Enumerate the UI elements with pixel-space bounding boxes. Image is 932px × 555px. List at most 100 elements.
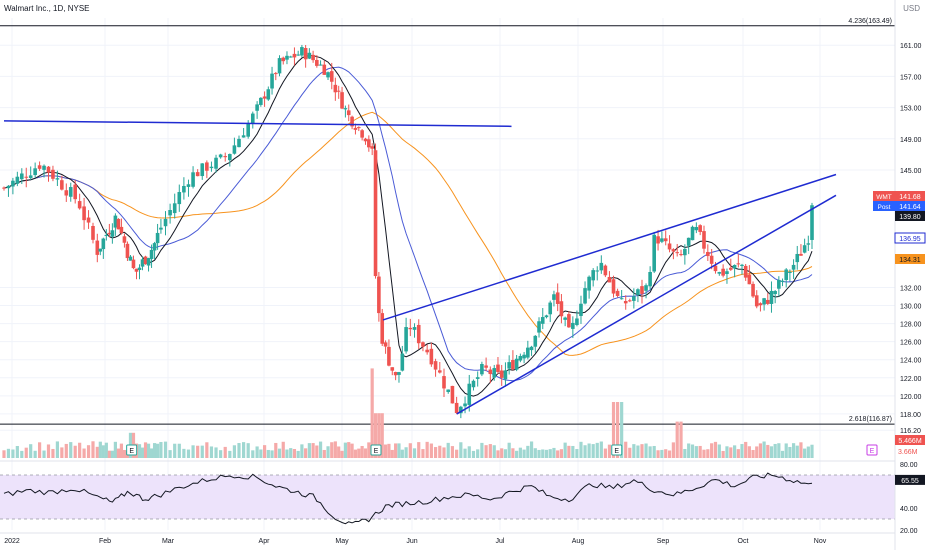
volume-bar bbox=[340, 450, 344, 458]
last-price-badge: WMT 141.68 bbox=[873, 191, 925, 201]
candle-body bbox=[336, 90, 341, 92]
volume-bar bbox=[795, 445, 799, 458]
candle-body bbox=[507, 362, 511, 369]
candle-body bbox=[571, 322, 575, 329]
volume-bar bbox=[6, 448, 11, 458]
volume-bar bbox=[404, 447, 408, 458]
volume-bar bbox=[563, 442, 567, 458]
candle-body bbox=[416, 324, 421, 344]
volume-bar bbox=[205, 442, 209, 458]
candle-body bbox=[168, 210, 172, 216]
candle-body bbox=[113, 215, 118, 228]
volume-bar bbox=[363, 448, 368, 458]
candle-body bbox=[425, 349, 429, 353]
candle-body bbox=[736, 263, 741, 265]
volume-bar bbox=[503, 449, 508, 458]
candle-body bbox=[42, 165, 46, 170]
candle-body bbox=[311, 54, 315, 61]
volume-bar bbox=[333, 441, 337, 458]
volume-bar bbox=[29, 444, 33, 458]
candle-body bbox=[393, 371, 398, 376]
candle-body bbox=[246, 123, 250, 137]
candle-body bbox=[353, 127, 358, 130]
candle-body bbox=[397, 372, 401, 375]
volume-bar bbox=[611, 402, 616, 458]
volume-bar bbox=[259, 449, 263, 458]
trend-line-wedge-upper bbox=[382, 173, 837, 321]
candle-body bbox=[116, 218, 121, 230]
volume-badge-value: 5.466M bbox=[898, 438, 922, 445]
volume-bar bbox=[255, 446, 259, 458]
candle-body bbox=[780, 280, 785, 282]
candle-body bbox=[343, 108, 348, 110]
candle-body bbox=[387, 346, 391, 366]
price-tick-label: 149.00 bbox=[900, 137, 922, 144]
candle-body bbox=[91, 225, 95, 240]
volume-bar bbox=[400, 449, 404, 458]
volume-bar bbox=[232, 445, 237, 458]
volume-bar bbox=[330, 442, 334, 458]
candle-body bbox=[307, 52, 312, 59]
candle-body bbox=[255, 104, 259, 111]
candle-body bbox=[266, 89, 271, 100]
volume-bar bbox=[228, 450, 232, 458]
volume-bar bbox=[307, 443, 311, 458]
volume-bar bbox=[725, 446, 729, 458]
candle-body bbox=[765, 299, 770, 304]
candle-body bbox=[788, 271, 792, 273]
volume-bar bbox=[607, 444, 612, 458]
volume-bar bbox=[360, 445, 364, 458]
volume-bar bbox=[556, 450, 560, 458]
candle-body bbox=[747, 274, 752, 285]
volume-bar bbox=[182, 448, 186, 458]
earnings-marker-box bbox=[611, 444, 623, 456]
volume-bar bbox=[237, 443, 241, 458]
axis-badge-box bbox=[895, 211, 925, 221]
candle-body bbox=[552, 294, 556, 300]
volume-bar bbox=[343, 442, 347, 458]
candle-body bbox=[791, 264, 796, 270]
candle-body bbox=[706, 251, 710, 257]
volume-bar bbox=[777, 443, 781, 458]
candle-body bbox=[134, 268, 139, 272]
volume-bar bbox=[467, 446, 471, 458]
candle-body bbox=[591, 270, 595, 281]
volume-bar bbox=[769, 446, 774, 458]
candle-body bbox=[694, 227, 699, 231]
volume-label-secondary: 3.66M bbox=[898, 449, 918, 456]
candle-body bbox=[329, 71, 334, 82]
candle-body bbox=[627, 300, 632, 302]
candle-body bbox=[732, 264, 737, 269]
volume-bar bbox=[397, 443, 401, 458]
price-tick-label: 120.00 bbox=[900, 394, 922, 401]
volume-bar bbox=[417, 442, 421, 458]
candle-body bbox=[318, 64, 323, 66]
candle-body bbox=[611, 279, 616, 294]
volume-bar bbox=[636, 445, 640, 458]
volume-bar bbox=[721, 450, 725, 458]
candle-body bbox=[514, 358, 519, 370]
volume-bar bbox=[758, 443, 763, 458]
time-tick-label: Apr bbox=[259, 538, 271, 545]
volume-bar bbox=[429, 443, 433, 458]
candle-body bbox=[182, 185, 186, 193]
candle-body bbox=[326, 72, 330, 78]
candle-body bbox=[404, 327, 408, 352]
volume-bar bbox=[438, 445, 442, 458]
volume-bar bbox=[200, 445, 204, 458]
volume-bar bbox=[533, 448, 537, 458]
volume-bar bbox=[101, 445, 105, 458]
candle-body bbox=[762, 298, 766, 305]
fib-level-label: 2.618(116.87) bbox=[849, 416, 892, 423]
candle-body bbox=[350, 116, 354, 127]
volume-bar bbox=[433, 447, 438, 458]
rsi-tick-label: 20.00 bbox=[900, 528, 918, 535]
post-market-badge-value: 141.64 bbox=[899, 204, 921, 211]
volume-bar bbox=[799, 442, 803, 458]
candle-body bbox=[273, 73, 278, 75]
volume-bar bbox=[42, 450, 46, 458]
axis-badge-orange: 134.31 bbox=[895, 254, 925, 264]
volume-bar bbox=[311, 443, 315, 458]
volume-bar bbox=[537, 449, 541, 458]
